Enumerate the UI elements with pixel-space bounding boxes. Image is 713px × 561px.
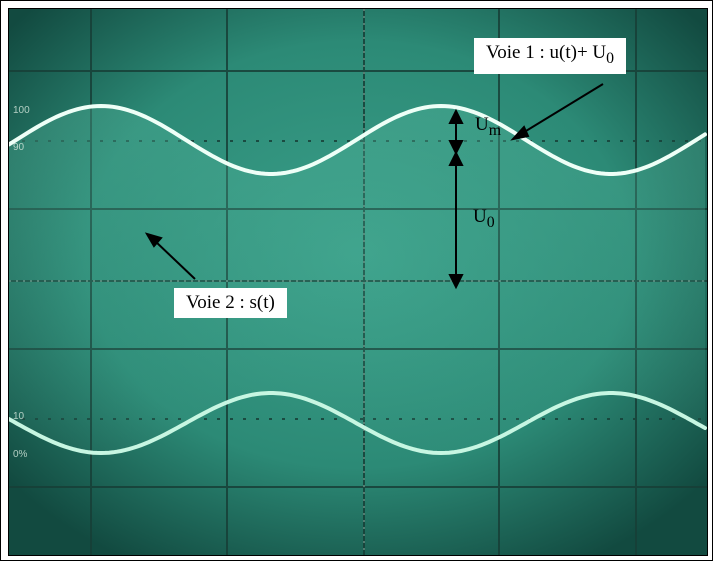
channel-2-trace [9,391,707,456]
voie2-text: Voie 2 : s(t) [186,292,275,313]
u0-sub: 0 [486,213,495,231]
um-text: U [475,114,489,135]
voie2-label: Voie 2 : s(t) [174,288,287,318]
screen-marking-0: 0% [13,449,28,460]
u0-text: U [473,206,487,227]
um-symbol: Um [472,114,504,142]
screen-marking-100: 100 [13,105,30,116]
screen-marking-10: 10 [13,411,25,422]
oscilloscope-photo: 100 90 10 0% [8,8,708,556]
channel-2-envelope [9,106,705,453]
um-sub: m [488,121,502,139]
u0-symbol: U0 [470,206,498,234]
voie1-text: Voie 1 : u(t)+ U [486,42,607,63]
oscilloscope-screen [9,9,707,555]
screen-marking-90: 90 [13,142,25,153]
annotation-arrows [144,83,604,290]
voie1-sub: 0 [606,49,615,67]
voie1-label: Voie 1 : u(t)+ U0 [474,38,627,74]
channel-1-trace [9,103,707,176]
